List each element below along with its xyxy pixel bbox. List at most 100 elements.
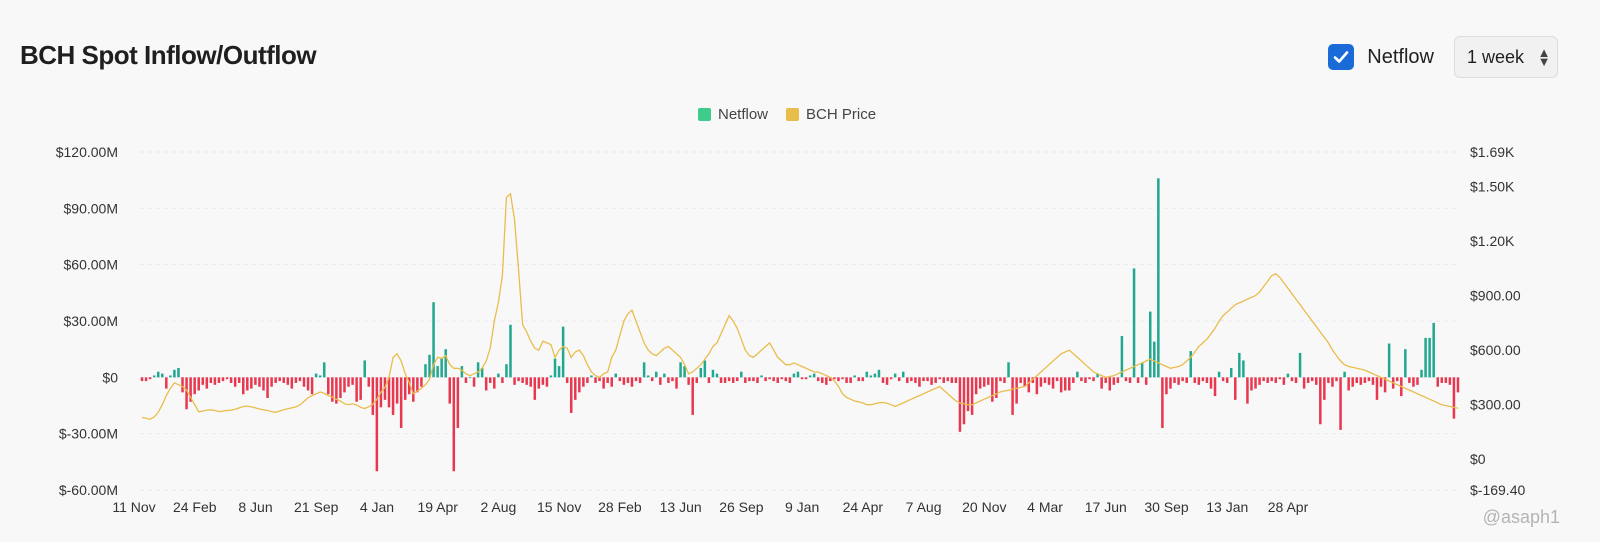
netflow-bar bbox=[715, 373, 719, 378]
x-tick-label: 13 Jan bbox=[1206, 499, 1248, 515]
netflow-bar bbox=[829, 377, 832, 382]
netflow-bar bbox=[1363, 377, 1367, 383]
netflow-bar bbox=[1084, 377, 1087, 383]
page-title: BCH Spot Inflow/Outflow bbox=[20, 40, 317, 70]
netflow-bar bbox=[922, 377, 925, 382]
netflow-bar bbox=[274, 377, 277, 383]
netflow-bar bbox=[448, 377, 452, 404]
netflow-bar bbox=[1424, 337, 1427, 378]
netflow-bar bbox=[278, 377, 281, 382]
netflow-bar bbox=[1404, 349, 1407, 378]
netflow-bar bbox=[553, 358, 557, 378]
netflow-bar bbox=[764, 377, 767, 382]
netflow-bar bbox=[772, 377, 775, 382]
netflow-bar bbox=[1173, 377, 1176, 383]
legend-label-netflow: Netflow bbox=[718, 106, 769, 123]
netflow-bar bbox=[1302, 377, 1306, 389]
netflow-bar bbox=[1043, 377, 1047, 383]
netflow-bar bbox=[1436, 377, 1439, 387]
netflow-bar bbox=[213, 377, 217, 385]
y-left-tick-label: $30.00M bbox=[64, 313, 118, 329]
netflow-bar bbox=[237, 377, 241, 383]
netflow-bar bbox=[756, 377, 759, 383]
netflow-bar bbox=[1080, 377, 1083, 382]
netflow-bar bbox=[582, 377, 585, 387]
netflow-bar bbox=[1432, 322, 1435, 378]
netflow-bar bbox=[367, 377, 371, 387]
netflow-bar bbox=[1412, 377, 1415, 387]
netflow-bar bbox=[586, 377, 589, 383]
netflow-bar bbox=[270, 377, 273, 387]
netflow-bar bbox=[1185, 377, 1188, 383]
netflow-bar bbox=[1221, 377, 1225, 382]
netflow-bar bbox=[391, 377, 395, 415]
netflow-bar bbox=[375, 377, 379, 472]
netflow-bar bbox=[667, 377, 670, 383]
netflow-bar bbox=[286, 377, 290, 385]
x-tick-label: 4 Jan bbox=[360, 499, 394, 515]
x-tick-label: 17 Jun bbox=[1085, 499, 1127, 515]
netflow-bar bbox=[359, 377, 362, 400]
netflow-bar bbox=[1367, 377, 1371, 382]
netflow-bar bbox=[630, 377, 634, 387]
netflow-bar bbox=[197, 377, 200, 391]
netflow-bar bbox=[780, 377, 784, 380]
netflow-bar bbox=[205, 377, 209, 389]
netflow-bar bbox=[788, 377, 792, 383]
netflow-bar bbox=[306, 377, 310, 391]
netflow-bar bbox=[173, 369, 176, 378]
netflow-bar bbox=[1132, 268, 1136, 378]
netflow-bar bbox=[1225, 377, 1229, 383]
netflow-bar bbox=[1213, 377, 1217, 397]
netflow-bar bbox=[1351, 377, 1354, 387]
netflow-bar bbox=[659, 377, 662, 385]
netflow-bar bbox=[468, 377, 472, 379]
netflow-bar bbox=[958, 377, 962, 432]
netflow-bar bbox=[347, 377, 350, 387]
netflow-bar bbox=[1375, 377, 1379, 400]
netflow-bar bbox=[1262, 377, 1265, 382]
netflow-bar bbox=[1193, 377, 1197, 383]
netflow-bar bbox=[1181, 377, 1184, 382]
netflow-bar bbox=[1055, 377, 1059, 382]
x-tick-label: 28 Apr bbox=[1268, 499, 1309, 515]
netflow-bar bbox=[225, 377, 229, 380]
netflow-bar bbox=[735, 377, 739, 382]
netflow-bar bbox=[962, 377, 966, 425]
netflow-bar bbox=[505, 364, 508, 378]
netflow-bar bbox=[841, 377, 844, 380]
legend-item-bch-price[interactable]: BCH Price bbox=[786, 106, 876, 123]
netflow-bar bbox=[371, 377, 375, 415]
netflow-bar bbox=[351, 377, 354, 385]
netflow-bar bbox=[545, 377, 549, 387]
netflow-bar bbox=[189, 377, 192, 402]
netflow-bar bbox=[1428, 337, 1431, 378]
chart-legend: Netflow BCH Price bbox=[698, 106, 894, 123]
netflow-bar bbox=[1003, 377, 1006, 383]
netflow-bar bbox=[1031, 377, 1035, 383]
netflow-bar bbox=[590, 375, 593, 378]
netflow-bar bbox=[1246, 377, 1249, 404]
netflow-bar bbox=[521, 377, 524, 383]
netflow-bar bbox=[229, 377, 233, 383]
netflow-bar bbox=[1323, 377, 1326, 400]
netflow-bar bbox=[221, 377, 225, 382]
netflow-bar bbox=[1165, 377, 1168, 395]
netflow-bar bbox=[1274, 377, 1278, 383]
netflow-bar bbox=[1096, 373, 1099, 378]
interval-select[interactable]: 1 week ▲ ▼ bbox=[1454, 36, 1558, 78]
netflow-bar bbox=[408, 377, 411, 395]
netflow-bar bbox=[634, 377, 638, 382]
netflow-bar bbox=[1456, 377, 1460, 393]
legend-item-netflow[interactable]: Netflow bbox=[698, 106, 768, 123]
netflow-bar bbox=[428, 354, 431, 378]
netflow-bar bbox=[444, 349, 447, 378]
netflow-bar bbox=[339, 377, 342, 398]
y-right-tick-label: $-169.40 bbox=[1470, 482, 1525, 498]
netflow-bar bbox=[177, 367, 180, 378]
netflow-checkbox[interactable] bbox=[1328, 44, 1355, 70]
x-tick-label: 8 Jun bbox=[238, 499, 272, 515]
netflow-bar bbox=[695, 377, 699, 383]
netflow-bar bbox=[185, 377, 188, 410]
netflow-bar bbox=[1306, 377, 1310, 383]
